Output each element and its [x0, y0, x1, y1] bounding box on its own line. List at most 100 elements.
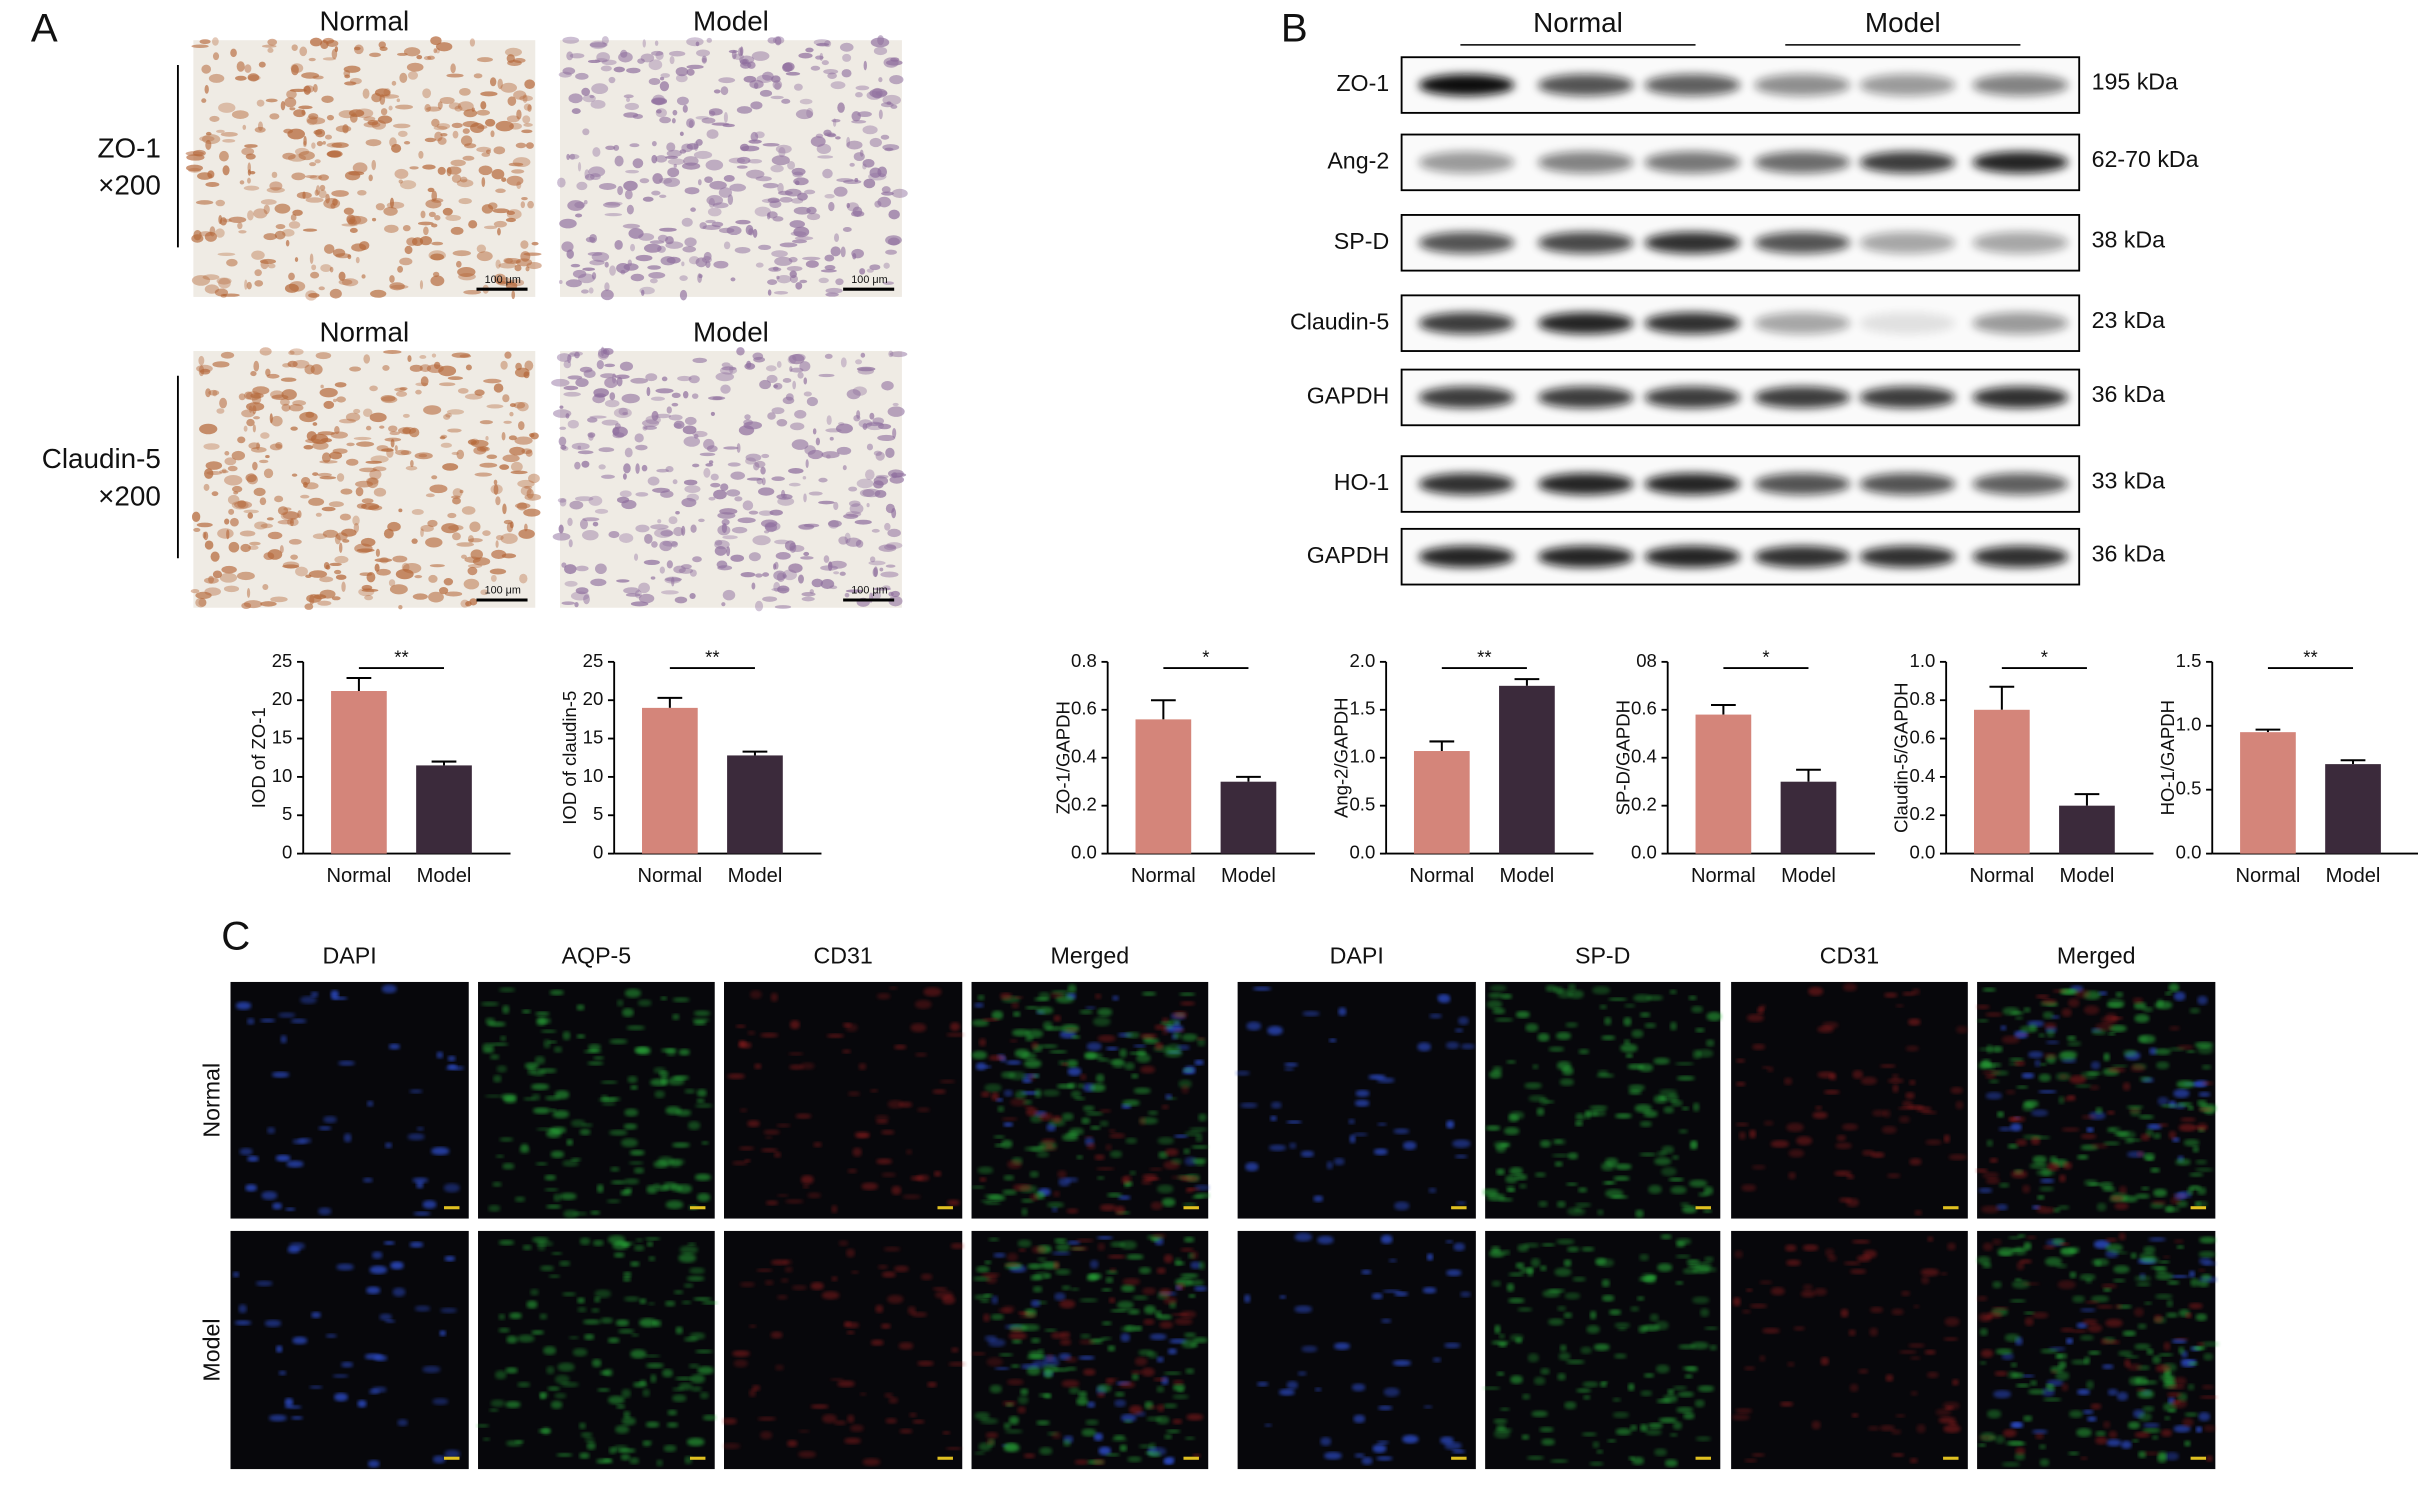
y-tick-label: 0.6 [1631, 698, 1657, 719]
signal [578, 1422, 586, 1430]
image-bg [1731, 981, 1968, 1219]
signal [524, 1062, 539, 1070]
signal [1036, 1006, 1054, 1015]
signal [2023, 1415, 2033, 1422]
band [1537, 312, 1634, 335]
y-tick-label: 0.2 [1631, 794, 1657, 815]
tissue [771, 155, 790, 166]
tissue [465, 601, 472, 607]
y-tick-label: 0.8 [1910, 688, 1936, 709]
signal [549, 1108, 557, 1113]
signal [539, 1313, 548, 1320]
signal [1286, 1380, 1299, 1390]
tissue [823, 555, 830, 563]
signal [1061, 1285, 1071, 1291]
signal [1682, 1268, 1698, 1274]
signal [1377, 1122, 1387, 1127]
significance-label: ** [1477, 647, 1491, 668]
signal [1948, 1421, 1958, 1426]
band-label: GAPDH [1307, 542, 1389, 568]
signal [2055, 1371, 2070, 1381]
signal [1943, 1337, 1959, 1342]
tissue [460, 599, 470, 608]
signal [1680, 1202, 1690, 1207]
signal [1078, 1390, 1088, 1399]
signal [1196, 1036, 1206, 1041]
tissue [433, 361, 441, 370]
signal [530, 1083, 550, 1091]
signal [1154, 1310, 1162, 1318]
signal [592, 1239, 604, 1247]
signal [678, 1048, 690, 1056]
signal [2132, 1439, 2139, 1443]
signal [1166, 1429, 1181, 1434]
tissue [250, 392, 264, 399]
signal [1664, 1459, 1678, 1467]
y-tick-label: 0.5 [1350, 794, 1376, 815]
signal [657, 1156, 674, 1166]
band [1644, 74, 1741, 96]
signal [1600, 1381, 1607, 1388]
signal [547, 1040, 557, 1044]
tissue [679, 131, 684, 137]
blot [1400, 214, 2081, 272]
signal [2079, 1273, 2096, 1281]
signal [1354, 1453, 1365, 1458]
tissue [195, 200, 214, 205]
signal [1592, 1441, 1600, 1449]
signal [1811, 1420, 1821, 1430]
signal [1615, 1428, 1632, 1436]
signal [2148, 1047, 2158, 1055]
signal [2052, 1207, 2061, 1213]
signal [1566, 1359, 1585, 1365]
blot [1400, 294, 2081, 352]
tissue [789, 366, 793, 372]
tissue [824, 353, 833, 359]
tissue [318, 189, 327, 199]
tissue [359, 467, 377, 473]
signal [1978, 1435, 1996, 1441]
tissue [457, 388, 469, 394]
tissue [849, 503, 864, 515]
bar [1974, 709, 2030, 854]
tissue [205, 182, 220, 187]
tissue [346, 442, 355, 447]
tissue [666, 256, 681, 264]
tissue [604, 282, 610, 292]
signal [784, 1266, 793, 1273]
tissue [650, 524, 669, 530]
tissue [591, 83, 609, 95]
tissue [882, 585, 891, 591]
tissue [315, 512, 322, 517]
tissue [566, 51, 574, 61]
signal [566, 1139, 574, 1146]
tissue [651, 154, 658, 164]
signal [1118, 1195, 1131, 1200]
signal [1608, 1309, 1622, 1316]
signal [1734, 1250, 1744, 1259]
signal [1130, 1073, 1139, 1079]
signal [1583, 1395, 1591, 1400]
signal [278, 1370, 287, 1376]
signal [2115, 991, 2124, 998]
signal [2101, 1283, 2117, 1289]
signal [2127, 1363, 2142, 1371]
tissue [679, 289, 688, 301]
signal [788, 1052, 804, 1056]
signal [1539, 1139, 1552, 1148]
tissue [689, 569, 697, 577]
signal [990, 1313, 1004, 1321]
tissue [625, 169, 639, 174]
signal [977, 1166, 994, 1175]
tissue [430, 253, 445, 261]
signal [1066, 1208, 1079, 1214]
tissue [754, 206, 771, 217]
tissue [204, 587, 221, 596]
signal [300, 995, 317, 1004]
tissue [508, 279, 525, 287]
tissue [621, 393, 640, 404]
tissue [766, 212, 771, 220]
tissue [569, 351, 583, 357]
signal [613, 1252, 625, 1258]
tissue [582, 517, 600, 522]
